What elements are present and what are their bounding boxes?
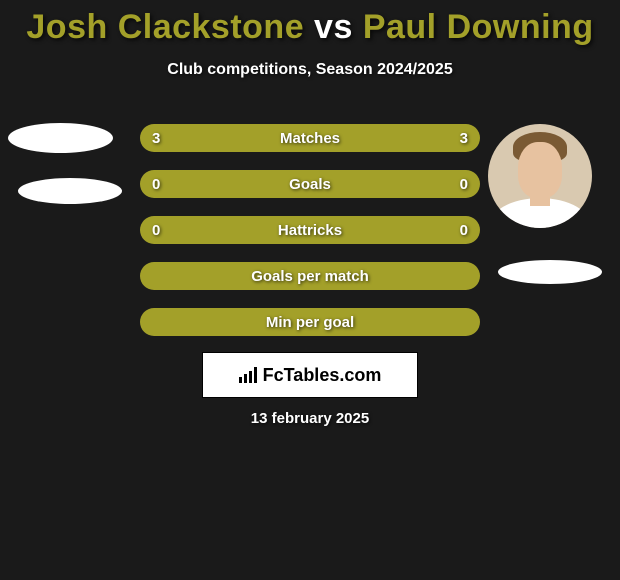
stat-bars: 3 Matches 3 0 Goals 0 0 Hattricks 0 Goals per mat… [140, 124, 480, 354]
player1-placeholder-oval [18, 178, 122, 204]
avatar-face [518, 142, 562, 198]
stat-bar: Min per goal [140, 308, 480, 336]
page-title: Josh Clackstone vs Paul Downing [0, 0, 620, 47]
title-player1: Josh Clackstone [26, 8, 304, 46]
stat-value-right: 0 [460, 222, 468, 239]
stat-value-left: 0 [152, 176, 160, 193]
stat-label: Hattricks [278, 222, 342, 239]
player2-avatar [488, 124, 592, 228]
stat-bar: Goals per match [140, 262, 480, 290]
player1-placeholder-oval [8, 123, 113, 153]
date-text: 13 february 2025 [0, 410, 620, 427]
stat-label: Min per goal [266, 314, 354, 331]
stat-value-right: 0 [460, 176, 468, 193]
title-vs: vs [304, 8, 363, 46]
stat-bar: 0 Hattricks 0 [140, 216, 480, 244]
stat-label: Matches [280, 130, 340, 147]
stat-value-left: 0 [152, 222, 160, 239]
bar-chart-icon [239, 367, 259, 383]
stat-value-left: 3 [152, 130, 160, 147]
stat-bar: 0 Goals 0 [140, 170, 480, 198]
stat-bar: 3 Matches 3 [140, 124, 480, 152]
brand-box: FcTables.com [202, 352, 418, 398]
player2-placeholder-oval [498, 260, 602, 284]
stat-label: Goals per match [251, 268, 369, 285]
stat-label: Goals [289, 176, 331, 193]
stat-value-right: 3 [460, 130, 468, 147]
title-player2: Paul Downing [363, 8, 594, 46]
subtitle: Club competitions, Season 2024/2025 [0, 61, 620, 79]
brand-text: FcTables.com [263, 365, 382, 386]
